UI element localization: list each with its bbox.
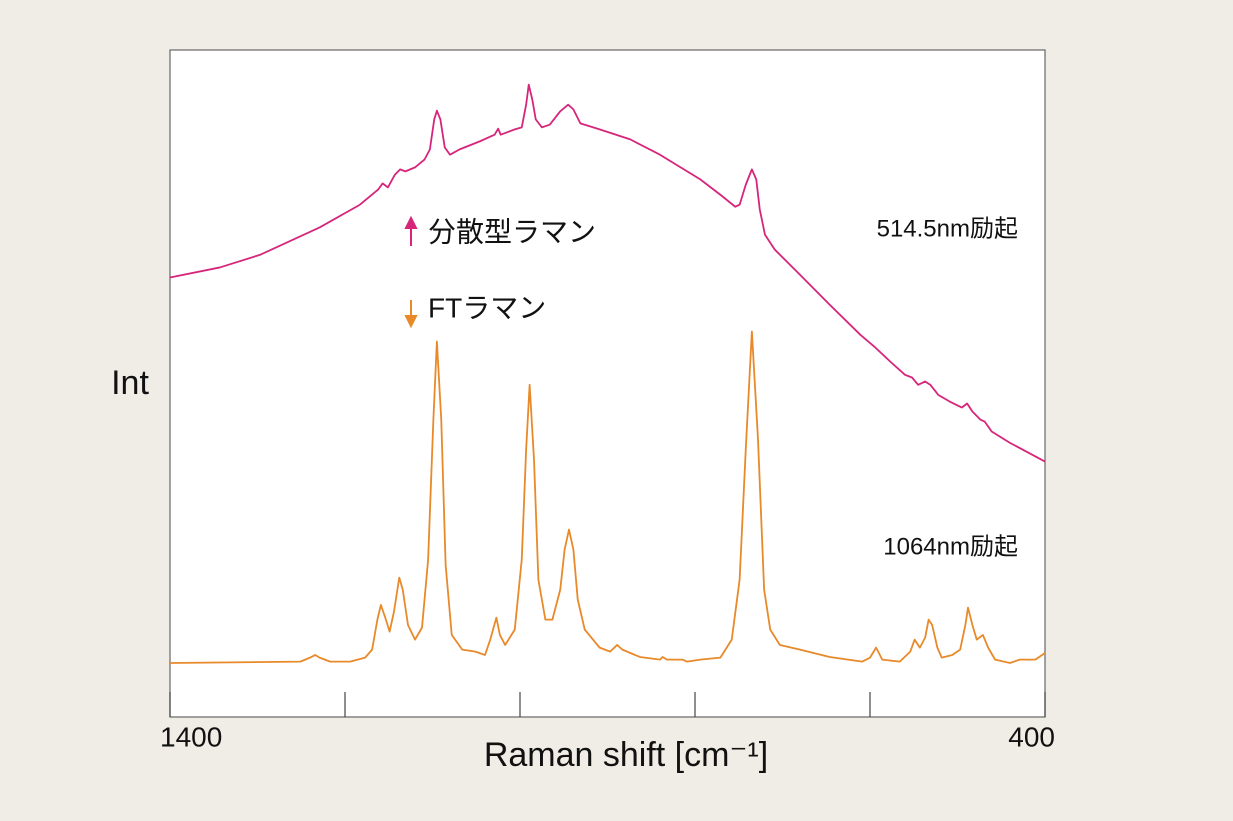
spectrum-line (169, 83, 1046, 463)
annotation: 1064nm励起 (883, 533, 1018, 560)
legend-label: FTラマン (428, 292, 546, 323)
y-axis-label: Int (111, 364, 149, 402)
annotation: 514.5nm励起 (877, 215, 1018, 242)
x-tick-label: 1400 (160, 721, 222, 752)
x-axis-label: Raman shift [cm⁻¹] (484, 736, 768, 774)
legend-arrow-up (404, 215, 418, 246)
plot-area (169, 49, 1046, 718)
x-tick-label: 400 (1008, 721, 1055, 752)
legend-label: 分散型ラマン (428, 216, 596, 247)
spectrum-line (169, 330, 1046, 664)
legend-arrow-down (404, 300, 418, 329)
